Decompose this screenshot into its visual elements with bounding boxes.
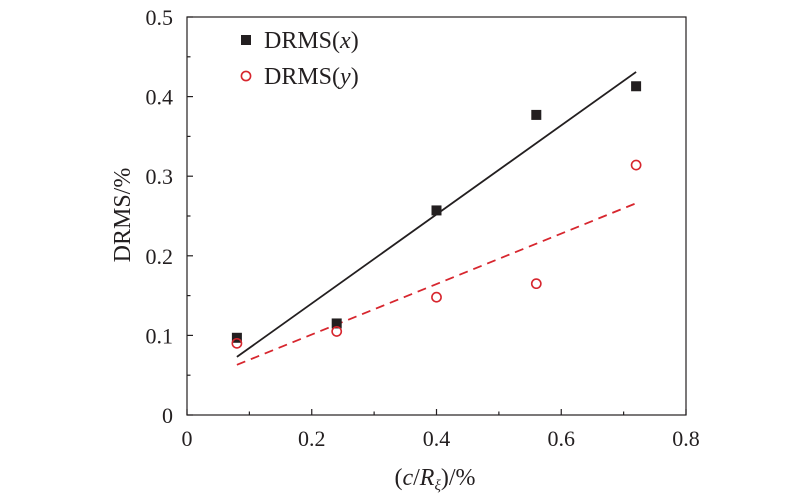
plot-area	[186, 16, 687, 416]
legend-label-variable: x	[339, 28, 351, 54]
legend-marker-series-0	[241, 35, 251, 45]
x-tick-label: 0.8	[672, 426, 700, 451]
x-axis-title-open: (	[394, 465, 402, 491]
y-tick-label: 0.2	[146, 244, 174, 269]
data-point-series-0	[631, 81, 642, 92]
fit-lines	[236, 71, 637, 366]
x-axis-title-sub: ξ	[434, 478, 441, 494]
y-tick-label: 0.4	[146, 85, 174, 110]
data-markers	[231, 81, 642, 349]
x-axis-title: (c/Rξ)/%	[394, 465, 475, 494]
plot-frame	[186, 16, 687, 416]
data-point-series-1	[431, 291, 442, 303]
y-tick-label: 0.1	[146, 323, 174, 348]
x-tick-label: 0.6	[548, 426, 576, 451]
data-point-series-0	[531, 109, 542, 120]
legend-label-series-1: DRMS(y)	[264, 64, 359, 90]
x-axis-ticks: 0 0.2 0.4 0.6 0.8	[182, 409, 700, 451]
x-tick-label: 0.2	[298, 426, 326, 451]
legend-label-suffix: )	[351, 64, 359, 90]
data-point-series-0	[431, 205, 442, 216]
x-axis-title-r: R	[419, 465, 435, 491]
y-tick-label: 0.5	[146, 5, 174, 30]
data-point-series-0	[331, 318, 342, 329]
legend: DRMS(x)DRMS(y)	[240, 28, 359, 90]
x-tick-label: 0.4	[423, 426, 451, 451]
y-tick-label: 0.3	[146, 164, 174, 189]
y-axis-ticks: 0 0.1 0.2 0.3 0.4 0.5	[146, 5, 193, 428]
data-point-series-1	[630, 159, 642, 171]
data-point-series-0	[231, 332, 242, 343]
y-tick-label: 0	[162, 403, 173, 428]
legend-label-suffix: )	[351, 28, 359, 54]
data-point-series-1	[331, 326, 343, 337]
x-axis-title-c: c	[402, 465, 413, 491]
legend-label-prefix: DRMS(	[264, 28, 340, 54]
data-point-series-1	[231, 337, 243, 349]
y-axis-title: DRMS/%	[110, 168, 136, 263]
data-point-series-1	[530, 278, 542, 290]
legend-label-series-0: DRMS(x)	[264, 28, 359, 54]
x-axis-title-slash: /	[413, 465, 420, 491]
legend-marker-series-1	[240, 70, 252, 82]
x-tick-label: 0	[182, 426, 193, 451]
legend-label-variable: y	[338, 64, 351, 90]
x-axis-title-close: )/%	[441, 465, 476, 491]
legend-label-prefix: DRMS(	[264, 64, 340, 90]
fit-line-series-1	[236, 202, 637, 366]
